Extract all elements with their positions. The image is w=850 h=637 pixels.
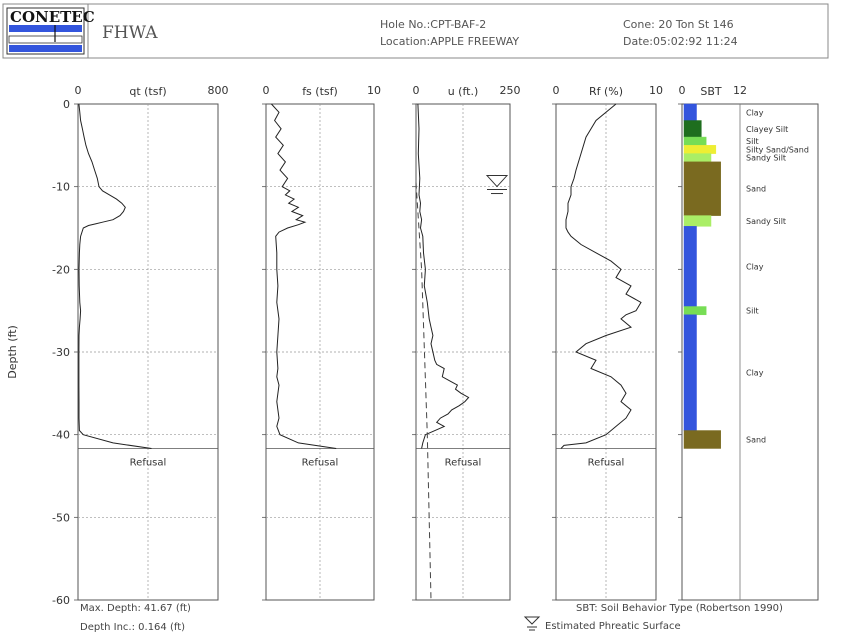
sbt-layer-bar	[683, 430, 721, 449]
header: CONETEC FHWA Hole No.:CPT-BAF-2 Location…	[2, 3, 829, 59]
phreatic-triangle	[485, 175, 509, 188]
phreatic-marker	[485, 175, 509, 195]
sbt-layer-label: Clay	[746, 369, 764, 378]
x-tick-label: 0	[263, 84, 270, 97]
y-tick-label: -30	[52, 346, 70, 359]
sbt-layer-label: Silt	[746, 137, 759, 146]
data-line	[271, 103, 337, 449]
x-tick-label: 10	[649, 84, 663, 97]
y-axis-label: Depth (ft)	[6, 325, 19, 379]
sbt-layer-label: Clay	[746, 108, 764, 117]
phreatic-note: Estimated Phreatic Surface	[545, 621, 681, 632]
x-tick-label: 0	[679, 84, 686, 97]
panel-title: Rf (%)	[589, 85, 623, 98]
location: Location:APPLE FREEWAY	[380, 35, 519, 48]
sbt-layer-bar	[683, 103, 697, 121]
refusal-label: Refusal	[588, 457, 625, 468]
footer: Max. Depth: 41.67 (ft) Depth Inc.: 0.164…	[80, 603, 783, 633]
sbt-layer-label: Silt	[746, 307, 759, 316]
conetec-logo: CONETEC	[6, 7, 95, 55]
sbt-layer-label: Sand	[746, 185, 766, 194]
data-line	[78, 103, 152, 449]
x-tick-label: 10	[367, 84, 381, 97]
sbt-layer-bar	[683, 161, 721, 216]
panel-title: SBT	[700, 85, 722, 98]
sbt-layer-label: Clayey Silt	[746, 125, 788, 134]
panel-title: fs (tsf)	[302, 85, 338, 98]
y-tick-label: -40	[52, 429, 70, 442]
data-line	[560, 103, 642, 449]
sbt-layer-bar	[683, 306, 707, 316]
refusal-label: Refusal	[445, 457, 482, 468]
plots-area: qt (tsf) 0 800 0 -10 -20 -30 -40 -50 -60 Depth (ft…	[6, 84, 819, 607]
sbt-layer-bar	[683, 153, 712, 163]
sbt-layer-bar	[683, 136, 707, 146]
logo-text: CONETEC	[10, 8, 95, 26]
sbt-layer-bar	[683, 145, 717, 154]
y-tick-label: -60	[52, 594, 70, 607]
x-tick-label: 0	[413, 84, 420, 97]
header-frame	[2, 3, 829, 59]
y-tick-label: -20	[52, 263, 70, 276]
data-line	[417, 103, 470, 449]
sbt-layer-label: Sand	[746, 436, 766, 445]
panel-title: qt (tsf)	[129, 85, 166, 98]
refusal-label: Refusal	[130, 457, 167, 468]
max-depth: Max. Depth: 41.67 (ft)	[80, 603, 191, 614]
sbt-layer-label: Sandy Silt	[746, 154, 786, 163]
depth-increment: Depth Inc.: 0.164 (ft)	[80, 622, 185, 633]
x-tick-label: 12	[733, 84, 747, 97]
hydrostatic-line	[415, 182, 432, 601]
panel-3: u (ft.) 0 250 Refusal	[412, 84, 521, 601]
panel-2: fs (tsf) 0 10 Refusal	[262, 84, 381, 601]
phreatic-legend-icon	[523, 616, 541, 631]
panel-1: qt (tsf) 0 800 0 -10 -20 -30 -40 -50 -60 Depth (ft…	[6, 84, 229, 607]
test-date: Date:05:02:92 11:24	[623, 35, 738, 48]
y-tick-label: 0	[63, 98, 70, 111]
cone-info: Cone: 20 Ton St 146	[623, 18, 734, 31]
sbt-layer-bar	[683, 215, 712, 227]
x-tick-label: 800	[208, 84, 229, 97]
panel-4: Rf (%) 0 10 Refusal	[552, 84, 663, 601]
y-tick-label: -50	[52, 511, 70, 524]
sbt-note: SBT: Soil Behavior Type (Robertson 1990)	[576, 603, 783, 614]
sbt-layer-bar	[683, 314, 697, 431]
hole-number: Hole No.:CPT-BAF-2	[380, 18, 486, 31]
x-tick-label: 0	[553, 84, 560, 97]
panel-title: u (ft.)	[448, 85, 479, 98]
sbt-layer-bar	[683, 120, 702, 138]
y-tick-label: -10	[52, 181, 70, 194]
refusal-label: Refusal	[302, 457, 339, 468]
sbt-layer-label: Silty Sand/Sand	[746, 145, 809, 154]
x-tick-label: 0	[75, 84, 82, 97]
sbt-layer-label: Clay	[746, 262, 764, 271]
sbt-layer-label: Sandy Silt	[746, 217, 786, 226]
x-tick-label: 250	[500, 84, 521, 97]
client-name: FHWA	[102, 23, 158, 43]
sbt-layer-bar	[683, 226, 697, 307]
